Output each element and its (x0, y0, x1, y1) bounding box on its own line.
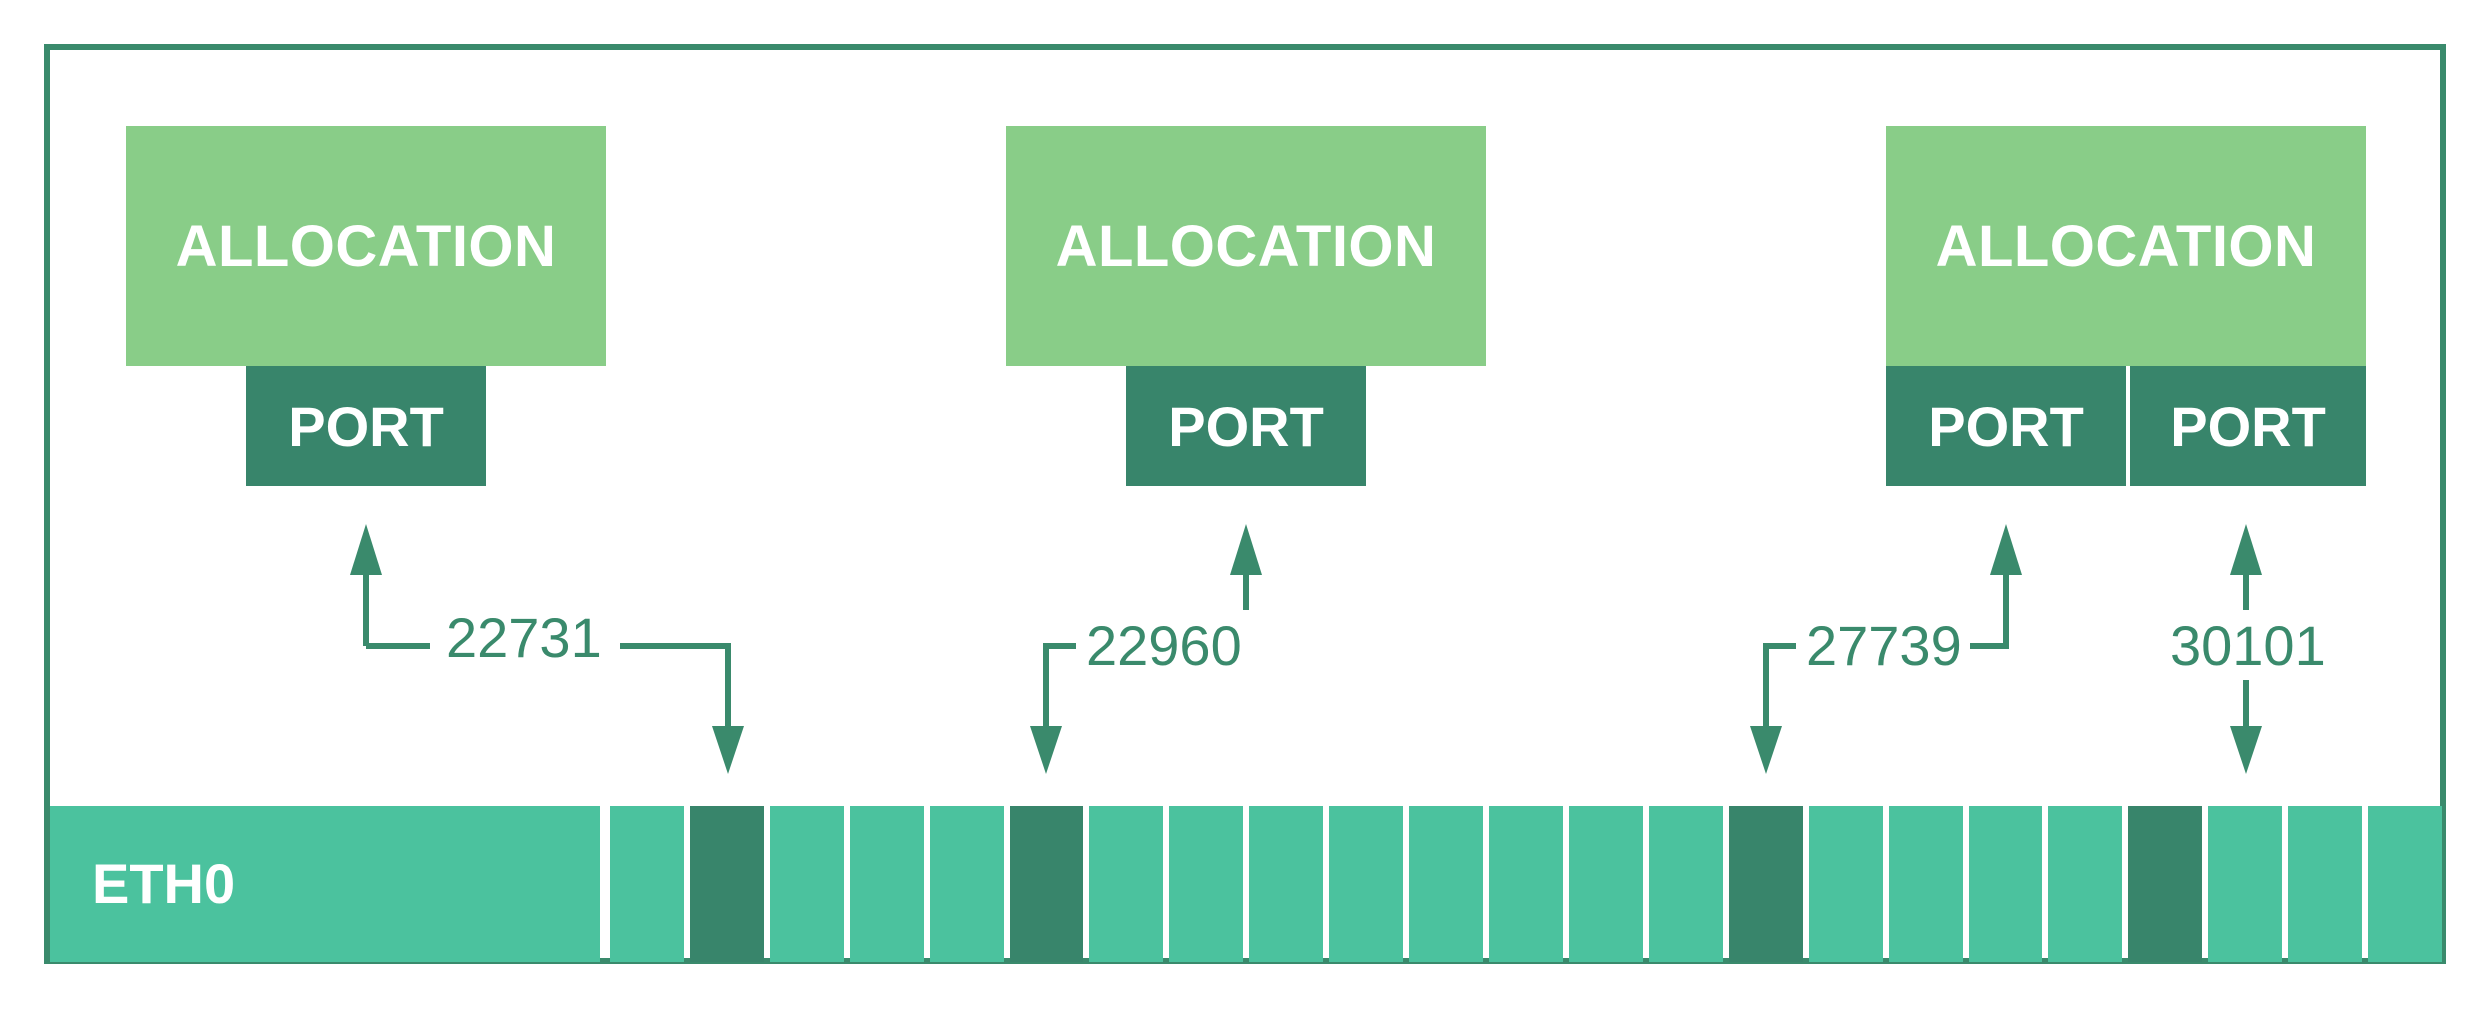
allocation-box-3: ALLOCATION (1886, 126, 2366, 366)
port-slot (1089, 806, 1164, 962)
port-slot (769, 806, 844, 962)
eth0-bar (50, 806, 600, 962)
host-frame (44, 44, 2446, 964)
port-slot (2048, 806, 2123, 962)
port-number-22731: 22731 (442, 606, 606, 670)
port-slot (1489, 806, 1563, 962)
arrowhead-22960-up (1230, 524, 1262, 575)
arrow-27739-up (1970, 575, 2009, 649)
port-box-2: PORT (1126, 366, 1366, 486)
arrowhead-22731-up (350, 524, 382, 575)
port-slot (1409, 806, 1484, 962)
port-box-3b: PORT (2130, 366, 2366, 486)
port-slot (1648, 806, 1723, 962)
port-slot (849, 806, 924, 962)
arrow-22731-down (620, 643, 731, 730)
port-slot (929, 806, 1004, 962)
port-number-27739: 27739 (1802, 614, 1966, 678)
arrowhead-27739-down (1750, 726, 1782, 774)
port-slot (1249, 806, 1324, 962)
port-slot (610, 806, 684, 962)
port-slot (1568, 806, 1643, 962)
arrowhead-22960-down (1030, 726, 1062, 774)
port-slot (1169, 806, 1244, 962)
arrow-22960-down (1043, 643, 1076, 730)
port-slot-used (1728, 806, 1803, 962)
port-slot (1888, 806, 1963, 962)
port-number-30101: 30101 (2166, 614, 2330, 678)
port-slot (2208, 806, 2283, 962)
port-box-3a: PORT (1886, 366, 2126, 486)
port-number-22960: 22960 (1082, 614, 1246, 678)
port-box-1: PORT (246, 366, 486, 486)
port-slot-used (1009, 806, 1084, 962)
port-slot (1968, 806, 2043, 962)
arrowhead-22731-down (712, 726, 744, 774)
arrow-27739-down (1763, 643, 1796, 730)
arrowhead-30101-up (2230, 524, 2262, 575)
allocation-box-1: ALLOCATION (126, 126, 606, 366)
eth0-label: ETH0 (92, 852, 236, 915)
port-slot (2368, 806, 2442, 962)
port-slot (1808, 806, 1883, 962)
port-slot-used (2128, 806, 2203, 962)
port-slot (1329, 806, 1404, 962)
port-slot (2288, 806, 2363, 962)
allocation-box-2: ALLOCATION (1006, 126, 1486, 366)
arrowhead-30101-down (2230, 726, 2262, 774)
port-slot-used (689, 806, 764, 962)
arrowhead-27739-up (1990, 524, 2022, 575)
